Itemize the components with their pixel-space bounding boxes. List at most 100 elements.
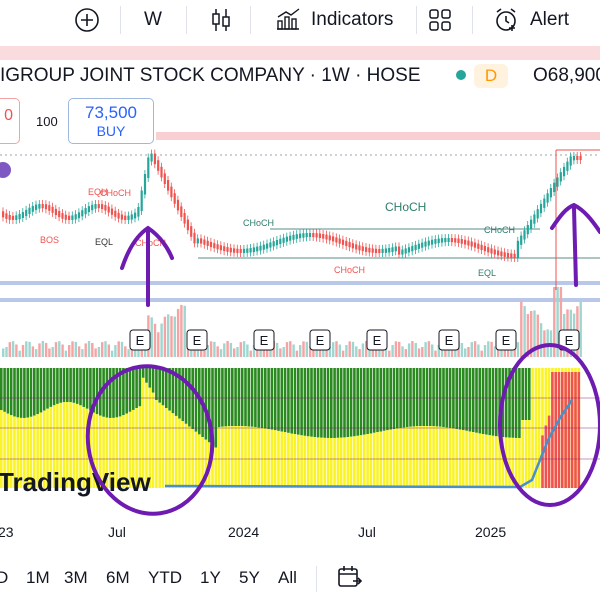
time-axis-label: 2024: [228, 524, 259, 540]
oscillator-bar: [122, 368, 125, 416]
volume-bar: [140, 348, 143, 357]
oscillator-bar: [260, 427, 264, 488]
range-button[interactable]: D: [0, 568, 9, 587]
oscillator-bar: [3, 368, 6, 412]
volume-bar: [25, 341, 28, 357]
oscillator-bar: [155, 368, 158, 401]
volume-bar: [427, 341, 431, 357]
chart-type-button[interactable]: [210, 0, 232, 40]
oscillator-bar: [491, 435, 495, 488]
oscillator-bar: [570, 372, 574, 488]
range-button[interactable]: All: [278, 568, 297, 587]
earnings-marker-label: E: [193, 333, 202, 348]
volume-bar: [341, 350, 345, 357]
oscillator-bar: [386, 368, 389, 431]
sell-price: 0: [4, 107, 13, 124]
volume-bar: [5, 346, 8, 357]
interval-button[interactable]: W: [144, 9, 162, 30]
oscillator-bar: [442, 427, 445, 488]
oscillator-bar: [458, 368, 462, 430]
buy-button[interactable]: 73,500 BUY: [68, 98, 154, 144]
oscillator-bar: [399, 427, 402, 488]
oscillator-bar: [184, 423, 188, 488]
oscillator-bar: [541, 435, 544, 488]
candle-body: [160, 166, 163, 178]
date-range-button[interactable]: [336, 564, 363, 595]
candle-body: [54, 208, 57, 216]
oscillator-bar: [346, 437, 350, 488]
volume-bar: [229, 342, 233, 357]
oscillator-bar: [158, 368, 161, 403]
candle-body: [579, 156, 582, 160]
oscillator-bar: [46, 368, 49, 409]
alert-button[interactable]: Alert: [492, 0, 569, 40]
oscillator-bar: [128, 411, 132, 488]
oscillator-bar: [280, 368, 284, 432]
candle-body: [318, 233, 321, 238]
oscillator-bar: [105, 417, 109, 488]
oscillator-bar: [508, 437, 511, 488]
indicator-badge[interactable]: [0, 162, 11, 178]
oscillator-bar: [359, 368, 363, 436]
volume-bar: [480, 350, 483, 357]
oscillator-bar: [412, 426, 416, 488]
range-button[interactable]: 1Y: [200, 568, 221, 587]
oscillator-bar: [306, 436, 310, 488]
oscillator-bar: [155, 400, 158, 488]
oscillator-bar: [468, 368, 472, 432]
candle-body: [81, 210, 84, 217]
chart-canvas[interactable]: BOS EQH CHoCH EQL CHoCH CHoCH CHoCH CHoC…: [0, 40, 600, 562]
oscillator-bar: [244, 368, 247, 427]
range-button[interactable]: 6M: [106, 568, 130, 587]
indicators-button[interactable]: Indicators: [274, 0, 393, 40]
oscillator-bar: [102, 368, 105, 417]
volume-bar: [117, 341, 120, 357]
earnings-marker: [186, 329, 208, 351]
market-badge[interactable]: D: [474, 64, 508, 88]
volume-bar: [51, 346, 54, 357]
oscillator-bar: [339, 368, 343, 438]
oscillator-bar: [128, 368, 132, 412]
candle-body: [440, 238, 444, 243]
volume-bar: [553, 287, 556, 357]
sell-button[interactable]: 0: [0, 98, 20, 144]
volume-bar: [516, 342, 520, 357]
volume-bar: [539, 323, 543, 357]
earnings-marker-label: E: [316, 333, 325, 348]
oscillator-bar: [567, 372, 571, 488]
range-button[interactable]: 3M: [64, 568, 88, 587]
circle-annotation: [498, 343, 600, 507]
volume-bar: [348, 341, 351, 357]
candle-body: [414, 244, 417, 251]
chart-annotation: EQL: [95, 237, 113, 247]
oscillator-bar: [211, 368, 214, 445]
candle-body: [338, 238, 341, 244]
oscillator-bar: [174, 415, 178, 488]
candle-body: [87, 206, 90, 213]
volume-bar: [153, 323, 157, 357]
oscillator-bar: [59, 402, 62, 488]
volume-bar: [18, 350, 21, 357]
candle-body: [77, 212, 81, 219]
oscillator-bar: [69, 368, 72, 403]
oscillator-bar: [244, 426, 247, 488]
range-button[interactable]: 5Y: [239, 568, 260, 587]
volume-bar: [490, 341, 493, 357]
oscillator-bar: [42, 368, 46, 411]
arrow-annotation: [120, 225, 174, 307]
candle-body: [120, 214, 123, 220]
volume-bar: [21, 345, 25, 357]
oscillator-bar: [498, 436, 501, 488]
volume-bar: [530, 311, 533, 357]
oscillator-bar: [465, 430, 468, 488]
chart-annotation: EQL: [478, 268, 496, 278]
range-button[interactable]: 1M: [26, 568, 50, 587]
candle-body: [365, 247, 368, 252]
add-symbol-button[interactable]: [74, 0, 100, 40]
symbol-title[interactable]: IGROUP JOINT STOCK COMPANY · 1W · HOSE: [0, 65, 421, 86]
layout-button[interactable]: [428, 0, 452, 40]
range-button[interactable]: YTD: [148, 568, 182, 587]
volume-bar: [477, 344, 480, 357]
candle-body: [427, 240, 430, 246]
candle-body: [140, 190, 143, 211]
